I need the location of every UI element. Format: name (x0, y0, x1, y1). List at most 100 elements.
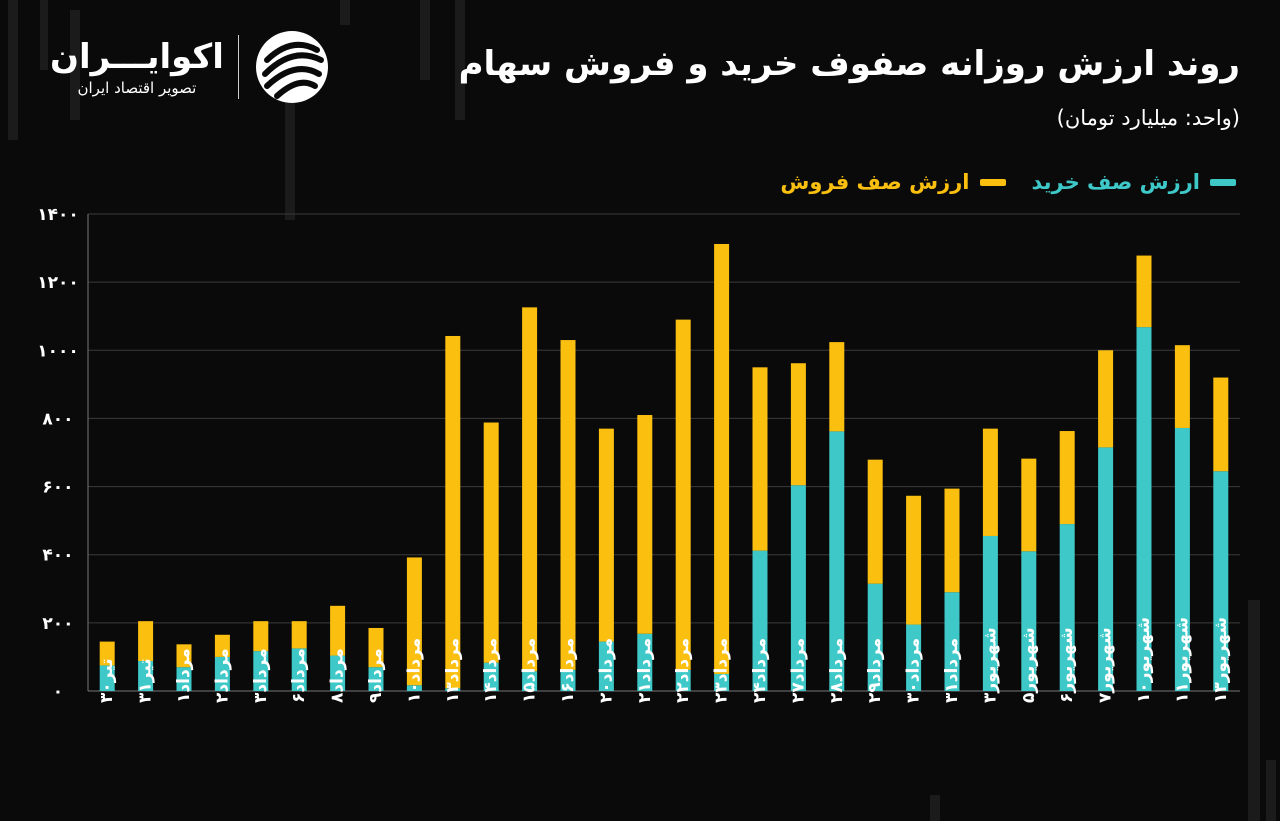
bar-buy (445, 688, 461, 691)
bar-sell (560, 340, 576, 670)
x-tick-label: شهریور۵ (1019, 627, 1039, 703)
x-tick-label: مرداد۱۳ (443, 638, 463, 703)
bar-buy (406, 685, 422, 691)
x-tick-label: مرداد۲۹ (865, 638, 885, 703)
bar-buy (675, 669, 691, 691)
chart-unit: (واحد: میلیارد تومان) (1056, 106, 1240, 130)
x-tick-label: شهریور۶ (1057, 627, 1077, 703)
x-tick-label: مرداد۲۲ (673, 638, 693, 703)
bar-buy (752, 550, 768, 691)
bar-buy (982, 535, 998, 691)
x-tick-label: مرداد۶ (289, 648, 309, 703)
bar-sell (982, 428, 998, 536)
x-tick-label: مرداد۱۵ (520, 638, 540, 703)
y-tick-label: ۲۰۰ (42, 614, 73, 634)
bar-buy (1174, 427, 1190, 691)
bar-buy (176, 667, 192, 691)
x-tick-label: مرداد۱ (174, 648, 194, 703)
bar-buy (99, 665, 115, 691)
x-tick-label: شهریور۱۰ (1134, 617, 1154, 703)
bar-buy (1136, 327, 1152, 691)
x-tick-label: مرداد۳ (251, 648, 271, 703)
y-tick-label: ۶۰۰ (42, 478, 73, 498)
chart-title: روند ارزش روزانه صفوف خرید و فروش سهام (458, 44, 1240, 84)
y-tick-label: ۸۰۰ (42, 409, 73, 429)
x-tick-label: مرداد۲۳ (712, 638, 732, 703)
x-tick-label: مرداد۱۰ (404, 638, 424, 703)
legend-swatch-sell (979, 178, 1006, 186)
legend-swatch-buy (1210, 178, 1236, 186)
chart-legend: ارزش صف خرید ارزش صف فروش (780, 170, 1236, 194)
bar-buy (483, 662, 499, 691)
x-tick-label: مرداد۲ (212, 648, 232, 703)
bar-buy (1213, 471, 1229, 691)
bar-sell (867, 459, 883, 584)
x-tick-label: مرداد۱۶ (558, 638, 578, 703)
bar-buy (1098, 447, 1114, 691)
legend-label-sell: ارزش صف فروش (780, 170, 970, 194)
bar-sell (1174, 345, 1190, 428)
bar-sell (330, 605, 346, 656)
x-tick-label: مرداد۸ (328, 648, 348, 703)
bar-sell (1059, 431, 1075, 525)
bar-buy (867, 583, 883, 691)
x-tick-label: شهریور۷ (1096, 627, 1116, 703)
bar-sell (752, 367, 768, 551)
x-tick-label: مرداد۲۸ (827, 638, 847, 703)
x-tick-label: مرداد۲۷ (788, 638, 808, 703)
bar-sell (483, 422, 499, 663)
y-tick-label: ۱۲۰۰ (37, 273, 79, 293)
logo: اکوایـــران تصویر اقتصاد ایران (50, 28, 331, 106)
bar-buy (138, 661, 154, 691)
logo-tagline: تصویر اقتصاد ایران (77, 79, 197, 97)
bar-sell (637, 415, 653, 634)
legend-label-buy: ارزش صف خرید (1031, 170, 1201, 194)
bar-buy (637, 633, 653, 691)
x-tick-label: شهریور۱۳ (1211, 617, 1231, 703)
bar-buy (1021, 551, 1037, 691)
bar-sell (1136, 255, 1152, 328)
bar-buy (944, 592, 960, 691)
bar-buy (330, 655, 346, 691)
bar-buy (522, 671, 538, 691)
bar-sell (1098, 350, 1114, 448)
bar-buy (790, 485, 806, 691)
logo-divider (237, 35, 239, 99)
bar-sell (675, 319, 691, 670)
y-tick-label: ۱۰۰۰ (37, 341, 79, 361)
x-tick-label: تیر۳۱ (136, 658, 156, 703)
bar-sell (1213, 377, 1229, 472)
bar-buy (829, 431, 845, 691)
bar-sell (138, 621, 154, 662)
y-tick-label: ۴۰۰ (42, 546, 73, 566)
y-tick-label: ۰ (53, 682, 63, 702)
bar-buy (906, 624, 922, 691)
bar-buy (368, 667, 384, 691)
bar-buy (560, 669, 576, 691)
bar-sell (445, 335, 461, 689)
bar-sell (906, 495, 922, 625)
bar-sell (406, 557, 422, 686)
bar-sell (714, 243, 730, 674)
x-tick-label: تیر۳۰ (97, 658, 117, 703)
bar-sell (368, 627, 384, 668)
bar-buy (714, 673, 730, 691)
bar-sell (944, 488, 960, 593)
bar-buy (291, 648, 307, 691)
legend-item-buy: ارزش صف خرید (1031, 170, 1236, 194)
bar-buy (253, 651, 269, 691)
x-tick-label: مرداد۲۰ (596, 638, 616, 703)
legend-item-sell: ارزش صف فروش (780, 170, 1006, 194)
x-tick-label: مرداد۲۱ (635, 638, 655, 703)
bar-sell (522, 307, 538, 672)
bar-sell (1021, 458, 1037, 552)
bar-sell (291, 621, 307, 649)
bar-sell (598, 428, 614, 642)
bar-sell (790, 363, 806, 486)
bar-sell (253, 621, 269, 652)
y-tick-label: ۱۴۰۰ (37, 205, 79, 225)
logo-name: اکوایـــران (50, 37, 224, 77)
x-tick-label: مرداد۹ (366, 648, 386, 703)
